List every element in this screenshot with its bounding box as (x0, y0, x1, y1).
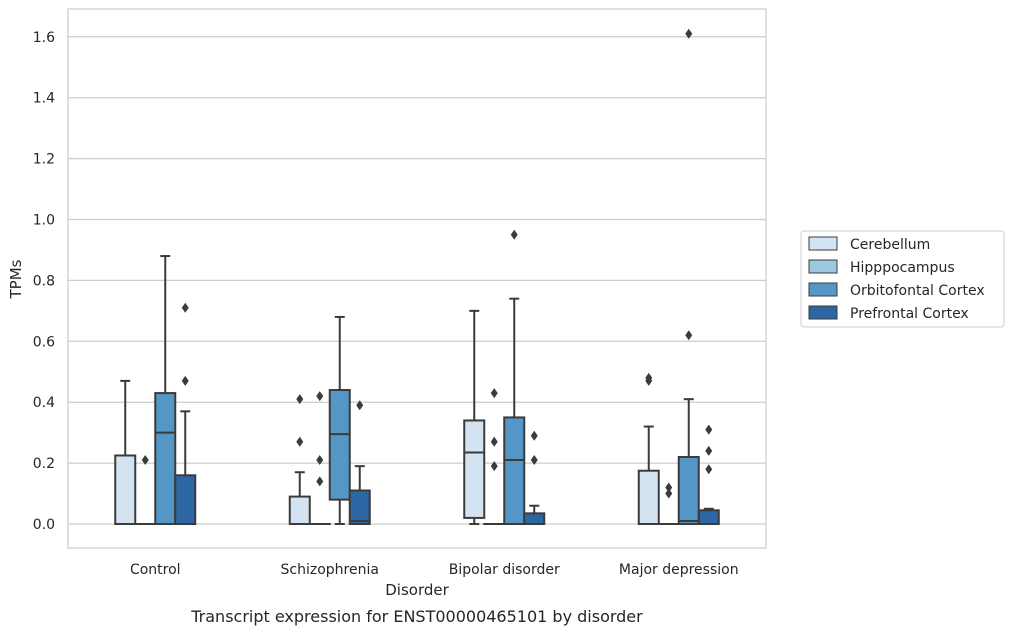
outlier-point (296, 436, 304, 447)
box-prefrontal-cortex (523, 430, 546, 526)
box-body (348, 489, 371, 526)
x-tick-label: Control (130, 562, 181, 578)
legend-swatch (808, 282, 838, 297)
box-body (114, 454, 137, 525)
chart-caption: Transcript expression for ENST0000046510… (190, 607, 643, 626)
x-tick-label: Schizophrenia (281, 562, 379, 578)
outlier-point (705, 424, 713, 435)
legend-swatch (808, 236, 838, 251)
y-tick-label: 0.4 (33, 395, 55, 411)
y-tick-label: 0.0 (33, 517, 55, 533)
boxes (114, 28, 720, 526)
outlier-point (356, 400, 364, 411)
box-orbitofontal-cortex (503, 229, 526, 525)
box-body (503, 416, 526, 525)
box-body (523, 512, 546, 526)
box-body (174, 474, 197, 525)
box-orbitofontal-cortex (328, 315, 351, 525)
outlier-point (685, 330, 693, 341)
outlier-point (705, 464, 713, 475)
box-body (328, 389, 351, 501)
legend-label: Orbitofontal Cortex (850, 283, 985, 299)
box-hipppocampus (134, 455, 157, 526)
box-cerebellum (637, 372, 660, 525)
box-cerebellum (288, 394, 311, 526)
outlier-point (316, 476, 324, 487)
y-tick-labels: 0.0 0.2 0.4 0.6 0.8 1.0 1.2 1.4 1.6 (33, 30, 55, 533)
plot-frame (67, 8, 767, 549)
y-tick-label: 1.6 (33, 30, 55, 46)
box-body (154, 392, 177, 525)
box-prefrontal-cortex (697, 424, 720, 525)
y-tick-label: 0.2 (33, 456, 55, 472)
box-prefrontal-cortex (174, 302, 197, 525)
legend-label: Cerebellum (850, 237, 930, 253)
legend-items: Cerebellum Hipppocampus Orbitofontal Corte… (808, 236, 985, 322)
legend-label: Prefrontal Cortex (850, 306, 969, 322)
outlier-point (510, 229, 518, 240)
outlier-point (665, 488, 673, 499)
outlier-point (316, 455, 324, 466)
outlier-point (181, 302, 189, 313)
box-body (463, 419, 486, 519)
y-tick-label: 1.0 (33, 213, 55, 229)
outlier-point (490, 388, 498, 399)
outlier-point (296, 394, 304, 405)
outlier-point (685, 28, 693, 39)
x-tick-labels: Control Schizophrenia Bipolar disorder Majo… (130, 562, 739, 578)
box-orbitofontal-cortex (677, 28, 700, 526)
y-tick-label: 0.6 (33, 334, 55, 350)
legend-label: Hipppocampus (850, 260, 955, 276)
outlier-point (490, 436, 498, 447)
x-tick-label: Bipolar disorder (449, 562, 560, 578)
outlier-point (316, 391, 324, 402)
outlier-point (181, 375, 189, 386)
legend-swatch (808, 259, 838, 274)
outlier-point (141, 455, 149, 466)
box-hipppocampus (483, 388, 506, 526)
outlier-point (645, 372, 653, 383)
legend: Cerebellum Hipppocampus Orbitofontal Corte… (800, 230, 1005, 328)
x-axis-label: Disorder (385, 581, 449, 599)
box-hipppocampus (308, 391, 331, 526)
y-tick-label: 1.2 (33, 152, 55, 168)
box-body (677, 456, 700, 526)
outlier-point (665, 482, 673, 493)
box-body (637, 469, 660, 525)
legend-swatch (808, 305, 838, 320)
y-tick-label: 1.4 (33, 91, 55, 107)
box-cerebellum (114, 379, 137, 525)
box-cerebellum (463, 309, 486, 525)
box-body (288, 495, 311, 526)
outlier-point (530, 430, 538, 441)
outlier-point (490, 461, 498, 472)
box-body (697, 509, 720, 525)
y-axis-label: TPMs (7, 259, 25, 299)
y-tick-label: 0.8 (33, 273, 55, 289)
outlier-point (705, 445, 713, 456)
x-tick-label: Major depression (619, 562, 739, 578)
legend-frame (800, 230, 1005, 328)
box-prefrontal-cortex (348, 400, 371, 526)
box-orbitofontal-cortex (154, 255, 177, 525)
box-hipppocampus (657, 482, 680, 526)
outlier-point (530, 455, 538, 466)
